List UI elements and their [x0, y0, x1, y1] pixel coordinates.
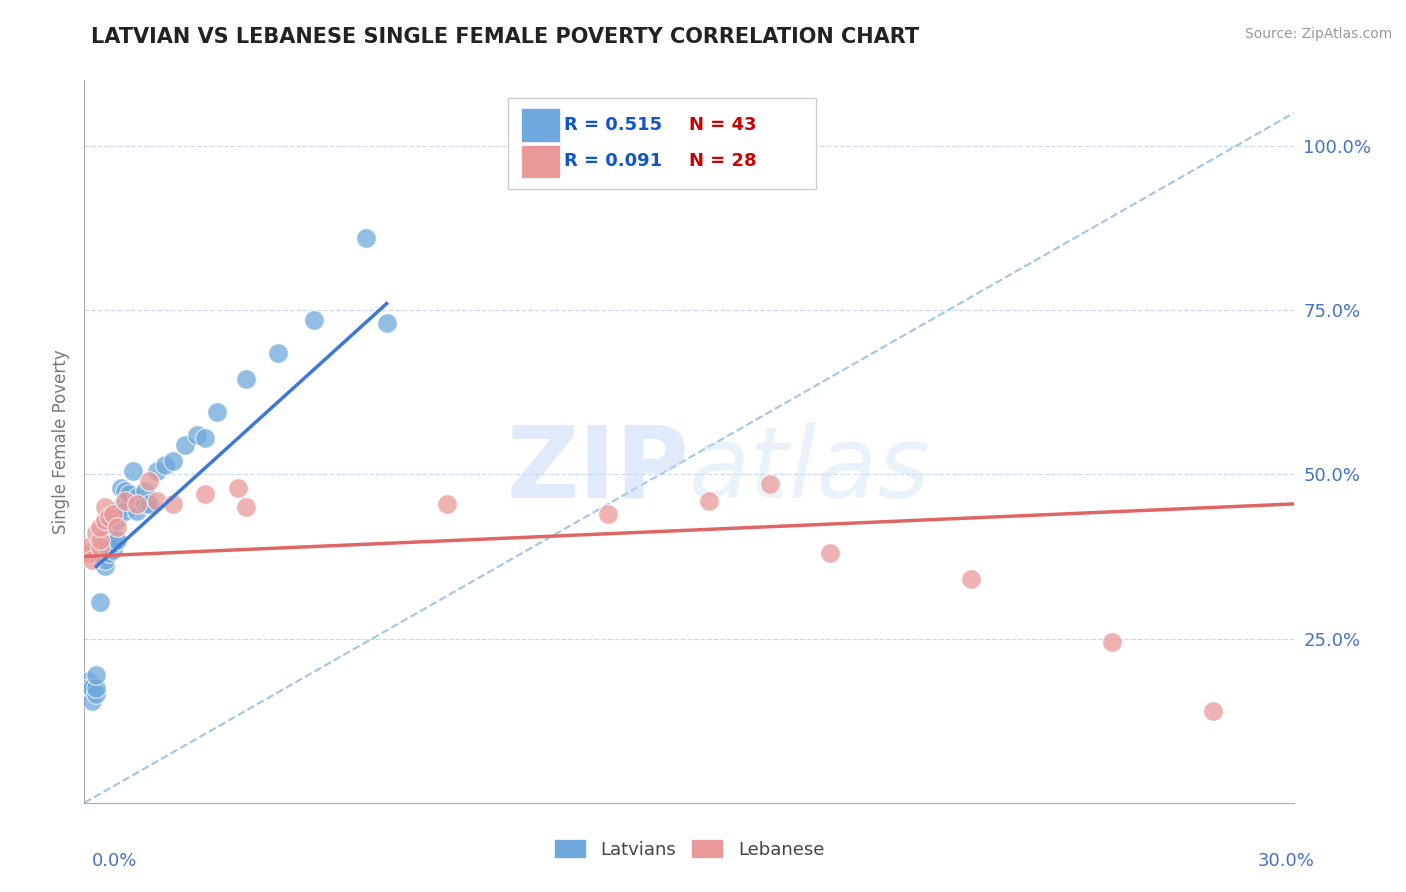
Point: [89, 520, 111, 534]
Point: [375, 316, 398, 330]
Text: N = 43: N = 43: [689, 116, 756, 134]
Point: [134, 483, 156, 498]
Point: [101, 542, 124, 557]
Point: [118, 487, 141, 501]
Point: [97, 510, 120, 524]
Point: [89, 595, 111, 609]
Point: [356, 231, 378, 245]
Point: [598, 507, 620, 521]
Point: [1202, 704, 1225, 718]
Point: [82, 694, 104, 708]
Point: [146, 493, 169, 508]
Point: [302, 313, 325, 327]
Point: [105, 520, 128, 534]
FancyBboxPatch shape: [520, 145, 560, 178]
Text: LATVIAN VS LEBANESE SINGLE FEMALE POVERTY CORRELATION CHART: LATVIAN VS LEBANESE SINGLE FEMALE POVERT…: [91, 27, 920, 46]
Point: [101, 536, 124, 550]
FancyBboxPatch shape: [508, 98, 815, 189]
Point: [125, 497, 148, 511]
Text: 30.0%: 30.0%: [1258, 852, 1315, 870]
Text: 0.0%: 0.0%: [91, 852, 136, 870]
Point: [114, 483, 136, 498]
Point: [125, 491, 148, 505]
Text: Source: ZipAtlas.com: Source: ZipAtlas.com: [1244, 27, 1392, 41]
Point: [89, 533, 111, 547]
Point: [105, 513, 128, 527]
Point: [93, 513, 115, 527]
Point: [77, 674, 100, 689]
Point: [77, 681, 100, 695]
Point: [235, 372, 257, 386]
Point: [97, 546, 120, 560]
Point: [89, 540, 111, 554]
Point: [162, 454, 184, 468]
Point: [93, 553, 115, 567]
Point: [77, 546, 100, 560]
Point: [138, 474, 160, 488]
Point: [93, 536, 115, 550]
Point: [174, 438, 197, 452]
Point: [134, 497, 156, 511]
Point: [267, 346, 290, 360]
Text: R = 0.515: R = 0.515: [564, 116, 662, 134]
Point: [86, 667, 108, 681]
Text: ZIP: ZIP: [506, 422, 689, 519]
Point: [93, 500, 115, 515]
Point: [194, 487, 217, 501]
Point: [125, 503, 148, 517]
Text: atlas: atlas: [689, 422, 931, 519]
FancyBboxPatch shape: [520, 109, 560, 142]
Point: [138, 497, 160, 511]
Point: [436, 497, 458, 511]
Point: [186, 428, 208, 442]
Point: [207, 405, 229, 419]
Point: [97, 523, 120, 537]
Point: [105, 533, 128, 547]
Point: [77, 540, 100, 554]
Point: [82, 681, 104, 695]
Point: [697, 493, 720, 508]
Point: [146, 464, 169, 478]
Point: [86, 687, 108, 701]
Point: [114, 503, 136, 517]
Point: [110, 500, 132, 515]
Y-axis label: Single Female Poverty: Single Female Poverty: [52, 350, 70, 533]
Point: [86, 681, 108, 695]
Point: [235, 500, 257, 515]
Point: [110, 481, 132, 495]
Point: [1101, 635, 1123, 649]
Text: R = 0.091: R = 0.091: [564, 153, 662, 170]
Point: [86, 526, 108, 541]
Point: [89, 546, 111, 560]
Point: [101, 507, 124, 521]
Point: [226, 481, 249, 495]
Point: [97, 540, 120, 554]
Point: [93, 559, 115, 574]
Point: [162, 497, 184, 511]
Point: [818, 546, 841, 560]
Point: [153, 458, 176, 472]
Text: N = 28: N = 28: [689, 153, 756, 170]
Point: [121, 464, 143, 478]
Legend: Latvians, Lebanese: Latvians, Lebanese: [547, 832, 831, 866]
Point: [82, 553, 104, 567]
Point: [93, 533, 115, 547]
Point: [758, 477, 780, 491]
Point: [960, 573, 983, 587]
Point: [194, 431, 217, 445]
Point: [114, 493, 136, 508]
